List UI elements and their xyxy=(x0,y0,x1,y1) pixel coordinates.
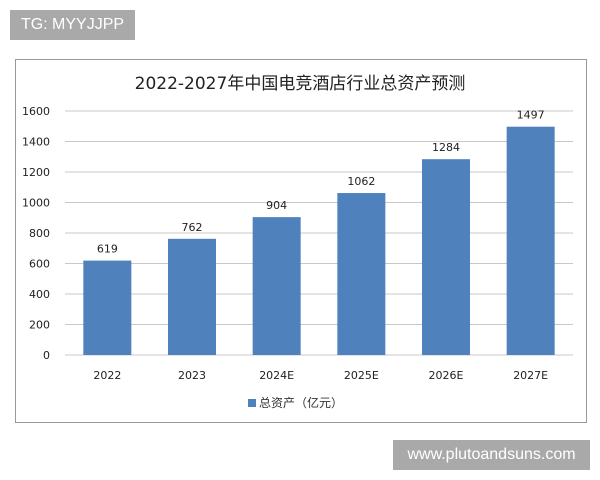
x-tick-label: 2027E xyxy=(513,369,548,382)
x-tick-label: 2023 xyxy=(178,369,206,382)
x-tick-label: 2024E xyxy=(259,369,294,382)
data-label: 904 xyxy=(266,199,287,212)
y-tick-label: 800 xyxy=(29,227,50,240)
legend-label: 总资产（亿元） xyxy=(259,395,343,410)
watermark-top-left: TG: MYYJJPP xyxy=(10,10,135,40)
bar xyxy=(252,217,301,355)
x-tick-label: 2026E xyxy=(429,369,464,382)
chart-frame xyxy=(15,59,587,423)
legend-swatch xyxy=(248,399,256,407)
watermark-bottom-right: www.plutoandsuns.com xyxy=(393,440,590,470)
bar xyxy=(422,159,470,355)
y-tick-label: 0 xyxy=(43,349,50,362)
y-tick-label: 200 xyxy=(29,319,50,332)
y-tick-label: 400 xyxy=(29,288,50,301)
y-tick-label: 1200 xyxy=(22,166,50,179)
y-tick-label: 1400 xyxy=(22,136,50,149)
bar xyxy=(506,126,555,356)
y-tick-label: 1000 xyxy=(22,197,50,210)
y-tick-label: 600 xyxy=(29,258,50,271)
x-tick-label: 2022 xyxy=(93,369,121,382)
chart-title: 2022-2027年中国电竞酒店行业总资产预测 xyxy=(135,74,466,94)
data-label: 619 xyxy=(97,243,118,256)
data-label: 762 xyxy=(182,221,203,234)
y-tick-label: 1600 xyxy=(22,105,50,118)
legend: 总资产（亿元） xyxy=(248,395,343,410)
data-label: 1284 xyxy=(432,141,460,154)
bar xyxy=(337,193,386,355)
data-label: 1062 xyxy=(347,175,375,188)
x-tick-label: 2025E xyxy=(344,369,379,382)
bar xyxy=(83,260,132,355)
bar xyxy=(168,238,216,355)
data-label: 1497 xyxy=(517,109,545,122)
